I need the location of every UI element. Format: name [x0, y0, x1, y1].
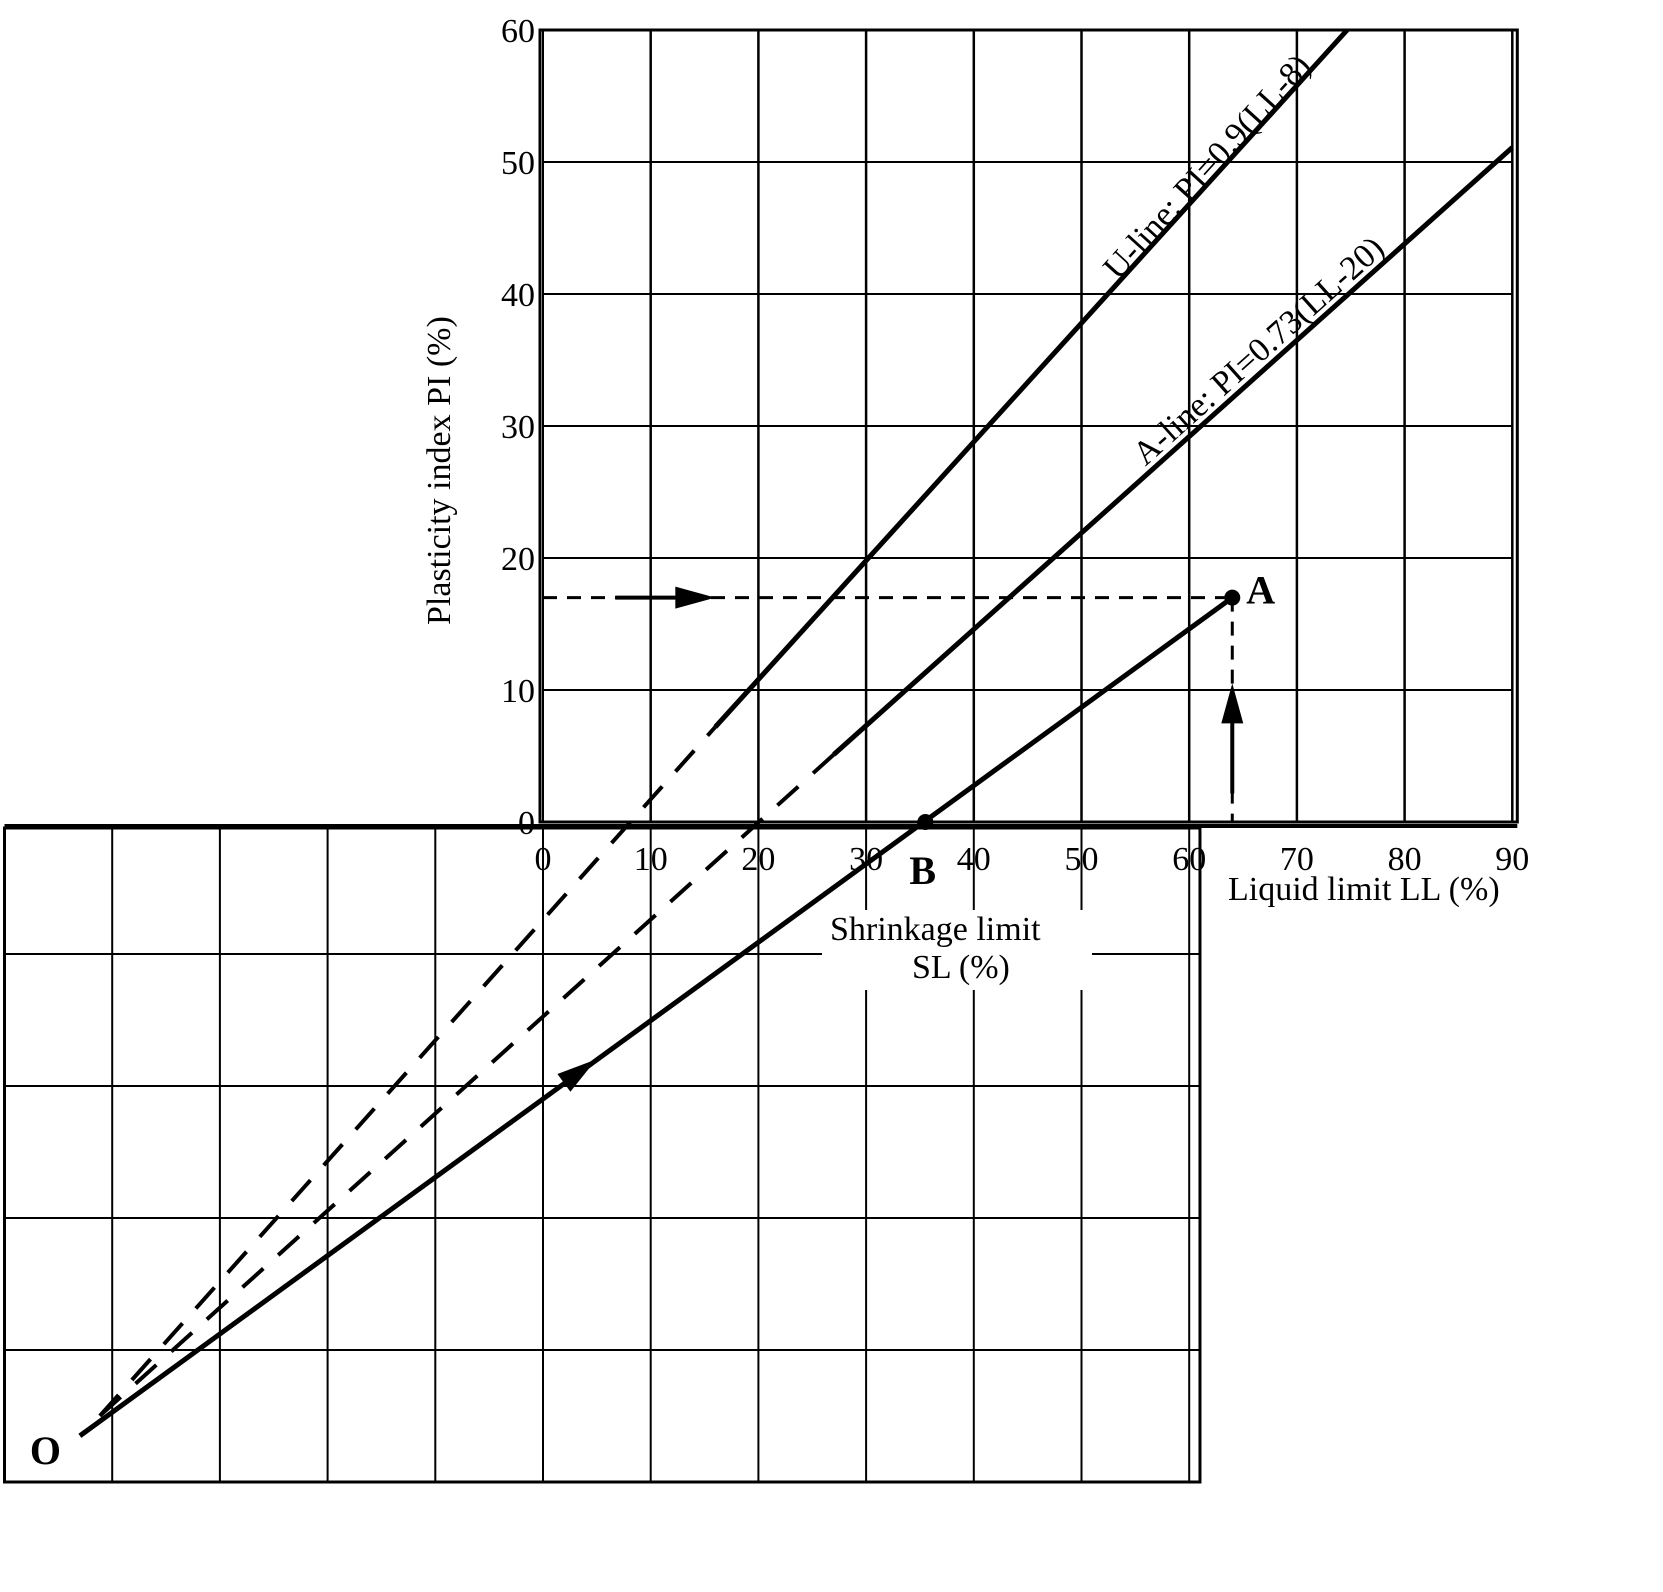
u-line	[713, 28, 1350, 729]
u-line-label: U-line: PI=0.9(LL-8)	[1097, 48, 1319, 287]
a-line-label: A-line: PI=0.73(LL-20)	[1126, 230, 1392, 473]
y-tick-label: 20	[501, 541, 535, 578]
upper-chart-frame	[538, 28, 1519, 824]
x-tick-label: 70	[1280, 841, 1314, 878]
x-tick-label: 30	[849, 841, 883, 878]
x-tick-label: 60	[1172, 841, 1206, 878]
point-b-label: B	[909, 848, 936, 893]
x-tick-label: 20	[741, 841, 775, 878]
x-tick-label: 50	[1065, 841, 1099, 878]
arrow-to-a-icon	[557, 1059, 597, 1092]
a-line	[832, 145, 1514, 757]
y-tick-label: 0	[518, 805, 535, 842]
y-tick-label: 40	[501, 277, 535, 314]
x-tick-label: 90	[1495, 841, 1529, 878]
chart-marks	[78, 28, 1514, 1438]
shrinkage-limit-unit-label: SL (%)	[912, 949, 1010, 986]
y-tick-label: 60	[501, 13, 535, 50]
shrinkage-limit-label: Shrinkage limit	[830, 911, 1041, 948]
a-to-o-line	[78, 595, 1234, 1438]
x-tick-label: 0	[535, 841, 552, 878]
grid	[3, 28, 1519, 1484]
y-axis-label: Plasticity index PI (%)	[421, 316, 458, 625]
tick-labels: 0 10 20 30 40 50 60 70 80 90 0 10 20 30 40 50 60	[501, 13, 1529, 878]
a-line-extension	[98, 753, 836, 1418]
y-tick-label: 50	[501, 145, 535, 182]
x-tick-label: 10	[634, 841, 668, 878]
y-tick-label: 30	[501, 409, 535, 446]
point-a-label: A	[1246, 568, 1275, 613]
point-b	[917, 814, 934, 830]
x-axis-label: Liquid limit LL (%)	[1228, 871, 1500, 908]
point-o-label: O	[30, 1428, 61, 1473]
sublabel-background	[822, 910, 1092, 990]
arrow-right-icon	[675, 586, 716, 609]
u-line-extension	[98, 725, 717, 1418]
y-tick-label: 10	[501, 673, 535, 710]
point-a	[1224, 589, 1241, 606]
x-tick-label: 40	[957, 841, 991, 878]
arrow-up-icon	[1221, 683, 1244, 724]
x-tick-label: 80	[1388, 841, 1422, 878]
